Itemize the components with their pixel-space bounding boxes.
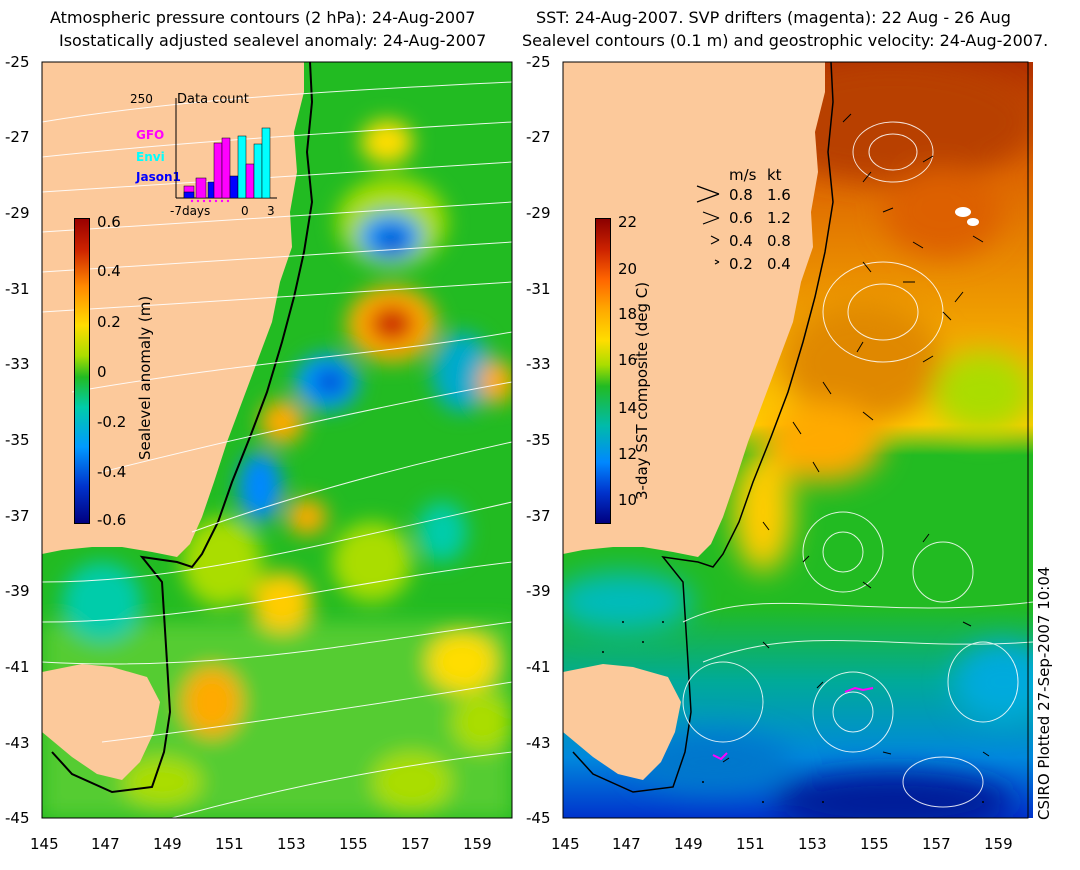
- left-title-line1: Atmospheric pressure contours (2 hPa): 2…: [50, 8, 476, 27]
- inset-xlabel: 3: [267, 204, 275, 218]
- sealevel-colorbar: [74, 218, 90, 524]
- colorbar-tick: 20: [618, 260, 638, 278]
- lat-tick-right: -37: [526, 507, 551, 525]
- plot-credit: CSIRO Plotted 27-Sep-2007 10:04: [1035, 566, 1053, 820]
- lon-tick-left: 151: [215, 835, 244, 853]
- sst-map: 22 20 18 16 14 12 10 3-day SST composite…: [563, 62, 1033, 818]
- lat-tick-left: -25: [5, 53, 30, 71]
- inset-count-max: 250: [130, 92, 153, 106]
- colorbar-tick: -0.2: [97, 413, 127, 431]
- sst-colorbar: [595, 218, 611, 524]
- inset-xlabel: -7days: [170, 204, 211, 218]
- right-title-line2: Sealevel contours (0.1 m) and geostrophi…: [522, 31, 1049, 50]
- lat-tick-right: -25: [526, 53, 551, 71]
- velocity-legend-kt: 1.6: [767, 186, 791, 204]
- lon-tick-right: 153: [798, 835, 827, 853]
- lat-tick-right: -33: [526, 355, 551, 373]
- colorbar-tick: 0.2: [97, 313, 121, 331]
- inset-legend-envi: Envi: [136, 150, 165, 164]
- lon-tick-left: 159: [463, 835, 492, 853]
- lon-tick-right: 147: [612, 835, 641, 853]
- lon-tick-right: 157: [922, 835, 951, 853]
- colorbar-label: Sealevel anomaly (m): [136, 295, 154, 460]
- lat-tick-left: -39: [5, 582, 30, 600]
- lon-tick-right: 151: [736, 835, 765, 853]
- velocity-legend-header-ms: m/s: [729, 166, 757, 184]
- lon-tick-left: 149: [153, 835, 182, 853]
- lat-tick-left: -41: [5, 658, 30, 676]
- lat-tick-left: -31: [5, 280, 30, 298]
- velocity-legend-header-kt: kt: [767, 166, 782, 184]
- lat-tick-right: -35: [526, 431, 551, 449]
- lon-tick-right: 155: [860, 835, 889, 853]
- lon-tick-left: 145: [30, 835, 59, 853]
- lon-tick-left: 153: [277, 835, 306, 853]
- lat-tick-right: -41: [526, 658, 551, 676]
- colorbar-tick: -0.6: [97, 511, 127, 529]
- velocity-legend-ms: 0.2: [729, 255, 753, 273]
- colorbar-tick: 0: [97, 363, 107, 381]
- lat-tick-right: -29: [526, 204, 551, 222]
- velocity-legend-kt: 0.8: [767, 232, 791, 250]
- velocity-legend-kt: 1.2: [767, 209, 791, 227]
- colorbar-tick: 0.6: [97, 213, 121, 231]
- right-title-line1: SST: 24-Aug-2007. SVP drifters (magenta)…: [536, 8, 1011, 27]
- lat-tick-left: -33: [5, 355, 30, 373]
- lat-tick-right: -39: [526, 582, 551, 600]
- lat-tick-left: -29: [5, 204, 30, 222]
- colorbar-tick: 0.4: [97, 262, 121, 280]
- lat-tick-right: -45: [526, 809, 551, 827]
- lon-tick-left: 157: [401, 835, 430, 853]
- lat-tick-left: -43: [5, 734, 30, 752]
- colorbar-tick: 22: [618, 213, 638, 231]
- velocity-legend-arrows: [696, 185, 720, 265]
- velocity-legend-ms: 0.8: [729, 186, 753, 204]
- lat-tick-left: -45: [5, 809, 30, 827]
- lat-tick-left: -27: [5, 128, 30, 146]
- lat-tick-right: -31: [526, 280, 551, 298]
- lon-tick-right: 159: [984, 835, 1013, 853]
- lat-tick-right: -43: [526, 734, 551, 752]
- lat-tick-left: -35: [5, 431, 30, 449]
- inset-legend-gfo: GFO: [136, 128, 165, 142]
- colorbar-label: 3-day SST composite (deg C): [633, 281, 651, 500]
- lon-tick-right: 145: [551, 835, 580, 853]
- velocity-legend-kt: 0.4: [767, 255, 791, 273]
- velocity-legend-ms: 0.6: [729, 209, 753, 227]
- colorbar-tick: -0.4: [97, 463, 127, 481]
- lon-tick-left: 155: [339, 835, 368, 853]
- lon-tick-right: 149: [674, 835, 703, 853]
- lon-tick-left: 147: [91, 835, 120, 853]
- velocity-legend-ms: 0.4: [729, 232, 753, 250]
- data-count-inset: [175, 98, 277, 203]
- lat-tick-right: -27: [526, 128, 551, 146]
- left-title-line2: Isostatically adjusted sealevel anomaly:…: [59, 31, 487, 50]
- lat-tick-left: -37: [5, 507, 30, 525]
- inset-xlabel: 0: [241, 204, 249, 218]
- sealevel-anomaly-map: 0.6 0.4 0.2 0 -0.2 -0.4 -0.6 Sealevel an…: [42, 62, 512, 818]
